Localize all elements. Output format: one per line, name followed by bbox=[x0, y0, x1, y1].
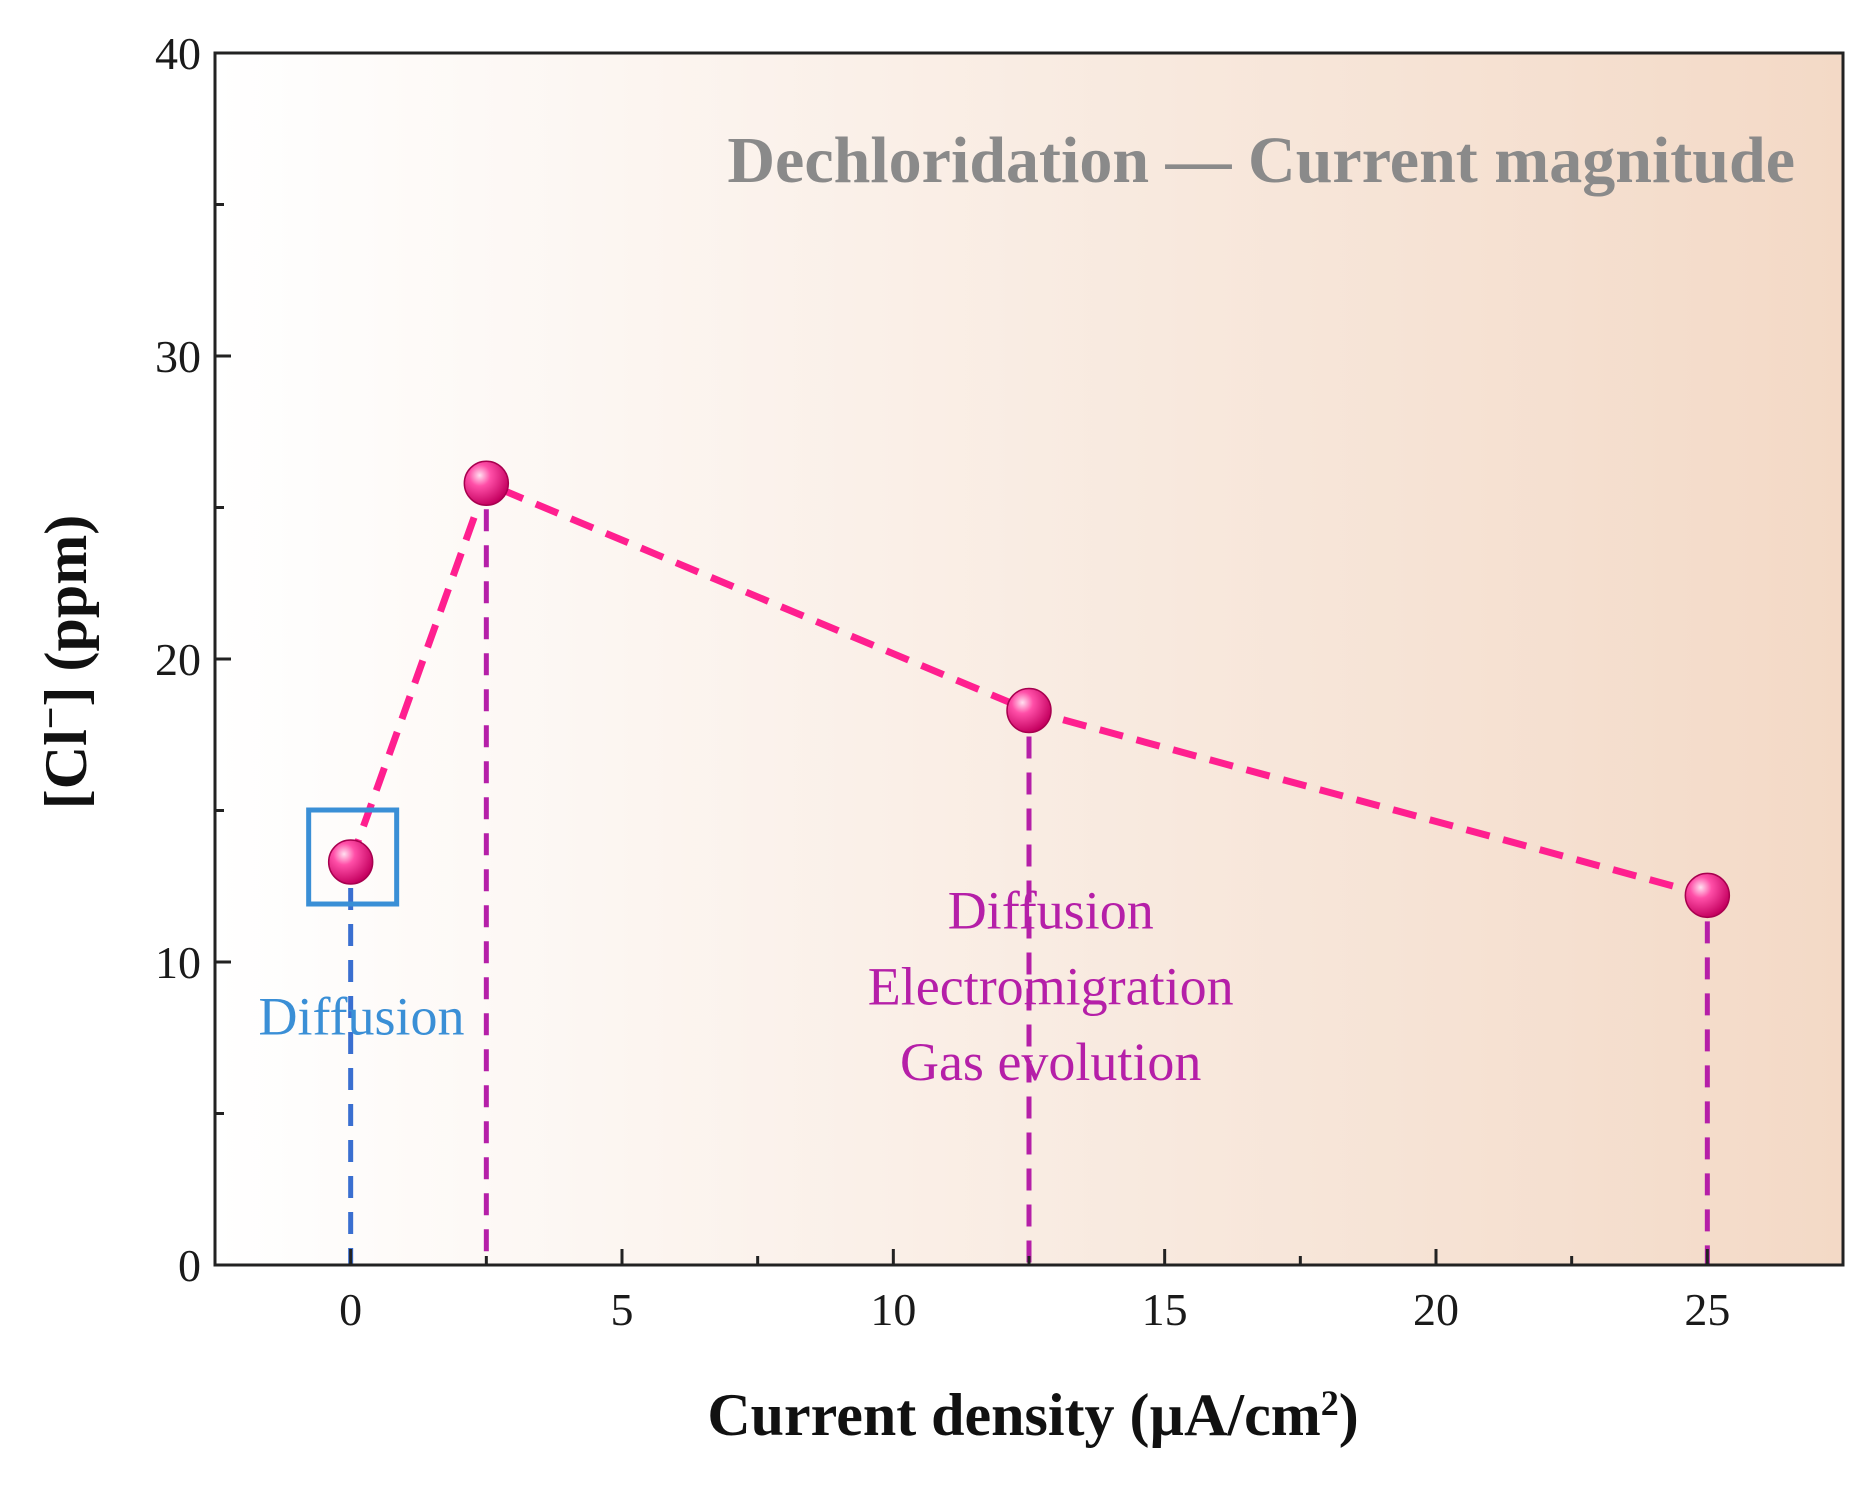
y-tick-label-2: 20 bbox=[155, 634, 201, 685]
y-axis-title: [Cl−] (ppm) bbox=[28, 515, 100, 809]
y-axis-title-superscript: − bbox=[28, 706, 73, 729]
annotations: Diffusion Diffusion Electromigration Gas ev… bbox=[259, 881, 1234, 1093]
annotation-1: Diffusion bbox=[948, 881, 1154, 941]
x-tick-label-0: 0 bbox=[339, 1284, 362, 1335]
chart-title: Dechloridation — Current magnitude bbox=[727, 124, 1795, 197]
drop-lines bbox=[348, 509, 1710, 1265]
x-axis-title-superscript: 2 bbox=[1321, 1383, 1339, 1423]
y-tick-label-4: 40 bbox=[155, 28, 201, 79]
data-point-1 bbox=[463, 460, 510, 507]
x-tick-label-3: 15 bbox=[1142, 1284, 1188, 1335]
annotation-0: Diffusion bbox=[259, 987, 465, 1047]
data-point-2 bbox=[1006, 687, 1052, 734]
series-line bbox=[347, 478, 1709, 899]
y-tick-label-1: 10 bbox=[155, 937, 201, 988]
data-point-3 bbox=[1684, 872, 1731, 919]
axis-ticks bbox=[215, 51, 1709, 1267]
annotation-2: Electromigration bbox=[868, 956, 1234, 1016]
highlight-box-layer bbox=[306, 807, 400, 907]
x-axis-title: Current density (µA/cm2) bbox=[707, 1382, 1358, 1448]
data-markers bbox=[327, 460, 1731, 919]
x-tick-label-5: 25 bbox=[1684, 1284, 1730, 1335]
y-tick-label-3: 30 bbox=[155, 331, 201, 382]
x-tick-label-2: 10 bbox=[870, 1284, 916, 1335]
x-tick-label-4: 20 bbox=[1413, 1284, 1459, 1335]
data-point-0 bbox=[327, 839, 374, 885]
tick-labels: 0 5 10 15 20 25 0 10 20 30 40 bbox=[155, 28, 1730, 1335]
y-axis-title-suffix: ] (ppm) bbox=[33, 515, 99, 707]
x-axis-title-main: Current density (µA/cm bbox=[707, 1382, 1320, 1448]
x-axis-title-suffix: ) bbox=[1339, 1382, 1359, 1448]
highlight-box bbox=[306, 807, 400, 907]
y-tick-label-0: 0 bbox=[178, 1240, 201, 1291]
annotation-3: Gas evolution bbox=[900, 1032, 1201, 1092]
series-line-0 bbox=[347, 478, 1709, 899]
y-axis-title-main: [Cl bbox=[33, 729, 99, 809]
x-tick-label-1: 5 bbox=[611, 1284, 634, 1335]
